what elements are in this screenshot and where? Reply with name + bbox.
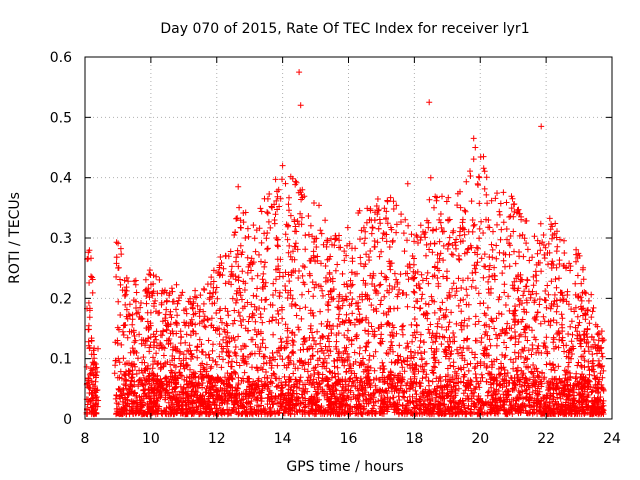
x-tick-label: 14 [274, 431, 292, 447]
y-tick-label: 0.2 [50, 291, 72, 307]
x-tick-label: 8 [81, 431, 90, 447]
y-tick-label: 0.3 [50, 231, 72, 247]
x-axis-label: GPS time / hours [286, 459, 403, 475]
x-tick-label: 24 [603, 431, 621, 447]
y-axis-label: ROTI / TECUs [7, 192, 23, 284]
x-axis: 8 10 12 14 16 18 20 22 24 [81, 57, 621, 447]
x-tick-label: 10 [142, 431, 160, 447]
y-tick-label: 0.4 [50, 171, 72, 187]
y-tick-label: 0 [63, 412, 72, 428]
y-axis: 0 0.1 0.2 0.3 0.4 0.5 0.6 [50, 50, 612, 428]
x-tick-label: 18 [405, 431, 423, 447]
roti-data-points [83, 69, 607, 418]
y-tick-label: 0.6 [50, 50, 72, 66]
x-tick-label: 22 [537, 431, 555, 447]
plot-points [83, 69, 607, 418]
chart-title: Day 070 of 2015, Rate Of TEC Index for r… [160, 21, 529, 37]
x-tick-label: 16 [340, 431, 358, 447]
x-tick-label: 12 [208, 431, 226, 447]
y-tick-label: 0.1 [50, 352, 72, 368]
y-tick-label: 0.5 [50, 110, 72, 126]
x-tick-label: 20 [471, 431, 489, 447]
